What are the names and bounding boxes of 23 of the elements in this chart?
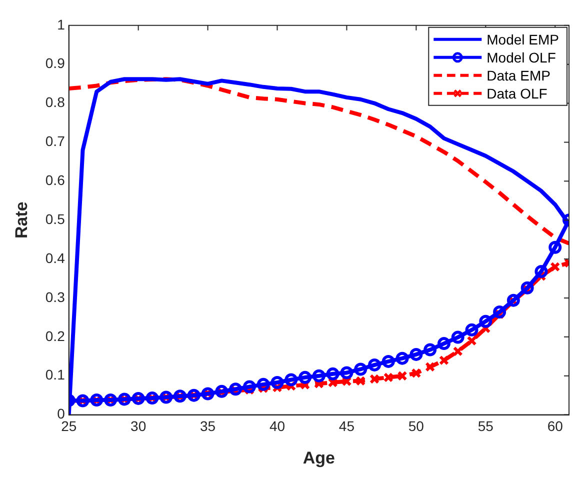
legend-label: Model EMP — [486, 31, 559, 48]
legend-label: Model OLF — [486, 49, 556, 66]
x-tick-label: 40 — [269, 418, 286, 434]
x-tick-label: 30 — [130, 418, 146, 434]
y-tick-label: 0.7 — [45, 133, 66, 150]
y-tick-label: 0.1 — [45, 366, 66, 383]
y-tick-label: 0.2 — [45, 328, 66, 344]
x-tick-label: 55 — [478, 418, 494, 434]
x-axis-title: Age — [302, 448, 335, 468]
y-tick-label: 0.3 — [45, 288, 66, 305]
y-tick-label: 0.9 — [45, 55, 66, 72]
x-tick-label: 50 — [408, 418, 424, 434]
y-tick-label: 0.5 — [45, 210, 66, 227]
legend-label: Data OLF — [486, 85, 548, 102]
x-tick-label: 35 — [200, 418, 216, 434]
x-tick-label: 45 — [338, 418, 355, 434]
y-tick-label: 1 — [57, 16, 66, 32]
x-tick-label: 60 — [547, 418, 564, 434]
y-axis-title: Rate — [12, 202, 31, 239]
y-tick-label: 0.8 — [45, 94, 66, 110]
y-tick-label: 0.6 — [45, 172, 66, 188]
y-tick-label: 0.4 — [45, 250, 66, 266]
legend-label: Data EMP — [486, 67, 550, 84]
